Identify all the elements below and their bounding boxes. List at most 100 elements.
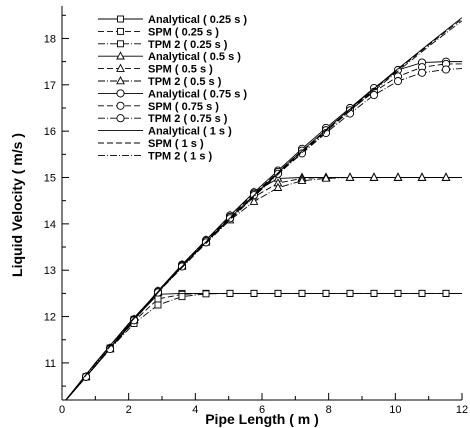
series-2 xyxy=(65,289,462,400)
legend-entry: TPM 2 ( 0.5 s ) xyxy=(98,76,222,88)
data-point xyxy=(274,289,282,297)
series-line-5 xyxy=(65,177,462,400)
axes: 0 2 4 6 8 10 12 11 12 13 14 15 16 17 18 xyxy=(44,6,468,416)
data-point xyxy=(226,289,234,297)
data-point xyxy=(345,172,355,181)
y-tick-label: 12 xyxy=(44,312,56,324)
series-10 xyxy=(65,18,462,400)
data-point xyxy=(249,196,259,205)
legend-entry: TPM 2 ( 1 s ) xyxy=(98,150,213,162)
legend-entry: TPM 2 ( 0.75 s ) xyxy=(98,113,228,125)
legend-label: Analytical ( 0.5 s ) xyxy=(148,51,241,63)
x-tick-label: 6 xyxy=(259,404,265,416)
legend-label: Analytical ( 0.75 s ) xyxy=(148,88,247,100)
data-point xyxy=(441,172,451,181)
y-tick-label: 11 xyxy=(45,358,56,370)
series-5 xyxy=(65,172,462,400)
data-point xyxy=(298,289,306,297)
legend-entry: SPM ( 0.5 s ) xyxy=(98,64,213,76)
legend-marker xyxy=(116,101,125,110)
series-4 xyxy=(65,172,462,400)
legend-label: Analytical ( 0.25 s ) xyxy=(148,14,247,26)
data-point xyxy=(321,173,331,182)
data-point xyxy=(154,301,162,309)
y-tick-label: 17 xyxy=(44,80,56,92)
data-point xyxy=(393,77,403,86)
legend-entry: SPM ( 1 s ) xyxy=(98,138,204,150)
data-point xyxy=(441,65,451,74)
data-point xyxy=(154,295,162,303)
legend-label: SPM ( 0.5 s ) xyxy=(148,64,213,76)
series-line-3 xyxy=(65,177,462,400)
legend-label: SPM ( 1 s ) xyxy=(148,138,204,150)
x-tick-label: 12 xyxy=(456,404,468,416)
legend-entry: Analytical ( 1 s ) xyxy=(98,126,232,138)
legend-entry: SPM ( 0.25 s ) xyxy=(98,26,219,38)
series-line-1 xyxy=(65,292,462,400)
series-line-4 xyxy=(65,177,462,400)
legend-entry: SPM ( 0.75 s ) xyxy=(98,101,219,113)
series-3 xyxy=(65,172,462,400)
data-point xyxy=(273,182,283,191)
series-line-10 xyxy=(65,18,462,400)
y-tick-label: 13 xyxy=(44,265,56,277)
series-11 xyxy=(65,20,462,400)
legend-entry: Analytical ( 0.5 s ) xyxy=(98,51,241,63)
x-axis-title: Pipe Length ( m ) xyxy=(205,411,319,427)
y-tick-label: 15 xyxy=(44,173,56,185)
data-point xyxy=(369,90,379,100)
data-point xyxy=(417,172,427,181)
legend-marker xyxy=(116,114,125,123)
legend-marker xyxy=(117,27,124,35)
data-point xyxy=(297,175,307,185)
legend: Analytical ( 0.25 s )SPM ( 0.25 s )TPM 2… xyxy=(94,10,250,162)
y-tick-label: 18 xyxy=(44,33,56,45)
x-tick-label: 8 xyxy=(326,404,332,416)
legend-marker xyxy=(117,40,124,48)
legend-label: TPM 2 ( 0.5 s ) xyxy=(148,76,222,88)
y-tick-label: 16 xyxy=(44,126,56,138)
x-tick-label: 10 xyxy=(389,404,401,416)
legend-label: Analytical ( 1 s ) xyxy=(148,126,232,138)
series-0 xyxy=(65,289,462,400)
series-line-7 xyxy=(65,63,462,400)
series-line-11 xyxy=(65,20,462,400)
data-point xyxy=(417,68,427,77)
legend-marker xyxy=(117,15,124,23)
legend-entry: Analytical ( 0.25 s ) xyxy=(98,14,247,26)
x-tick-label: 4 xyxy=(192,404,198,416)
data-point xyxy=(394,289,402,297)
legend-label: TPM 2 ( 1 s ) xyxy=(148,150,213,162)
legend-label: SPM ( 0.25 s ) xyxy=(148,26,219,38)
data-point xyxy=(369,172,379,181)
data-point xyxy=(81,372,91,381)
data-point xyxy=(346,289,354,297)
series-line-6 xyxy=(65,61,462,400)
data-point xyxy=(418,289,426,297)
legend-marker xyxy=(116,76,125,85)
data-point xyxy=(202,290,210,298)
data-point xyxy=(370,289,378,297)
y-tick-label: 14 xyxy=(44,219,56,231)
data-point xyxy=(178,293,186,301)
data-point xyxy=(393,172,403,181)
legend-background xyxy=(94,10,250,162)
data-point xyxy=(322,289,330,297)
legend-entry: Analytical ( 0.75 s ) xyxy=(98,88,247,100)
series-1 xyxy=(65,289,462,400)
legend-marker xyxy=(116,89,125,98)
legend-label: TPM 2 ( 0.25 s ) xyxy=(148,39,228,51)
legend-label: TPM 2 ( 0.75 s ) xyxy=(148,113,228,125)
y-axis-title: Liquid Velocity ( m/s ) xyxy=(9,133,25,277)
data-point xyxy=(129,316,139,325)
data-point xyxy=(250,289,258,297)
legend-marker xyxy=(116,51,125,60)
data-point xyxy=(442,289,450,297)
legend-marker xyxy=(116,63,125,72)
series-line-2 xyxy=(65,292,462,400)
plot-area xyxy=(65,17,462,400)
legend-entry: TPM 2 ( 0.25 s ) xyxy=(98,39,228,51)
legend-label: SPM ( 0.75 s ) xyxy=(148,101,219,113)
series-line-0 xyxy=(65,292,462,400)
